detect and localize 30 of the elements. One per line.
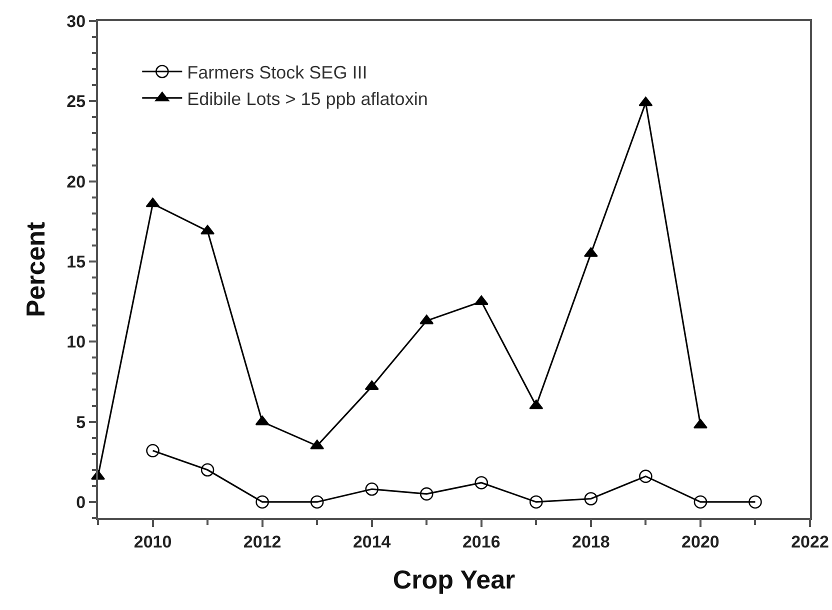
point <box>420 487 434 501</box>
y-tick-label: 0 <box>76 492 86 512</box>
y-tick-label: 30 <box>66 12 86 31</box>
y-tick-label: 5 <box>76 412 86 432</box>
x-tick-label: 2014 <box>352 532 392 552</box>
point <box>146 444 160 458</box>
x-tick-label: 2012 <box>243 532 282 552</box>
point <box>584 492 598 506</box>
y-axis-title: Percent <box>20 221 51 318</box>
point <box>639 470 652 483</box>
y-tick-label: 10 <box>66 332 86 352</box>
legend-label: Edibile Lots > 15 ppb aflatoxin <box>187 88 428 109</box>
point <box>474 476 488 490</box>
legend-label: Farmers Stock SEG III <box>187 62 368 83</box>
point <box>694 495 708 509</box>
x-tick-label: 2022 <box>791 532 829 552</box>
point <box>365 482 378 496</box>
point <box>748 495 762 509</box>
point <box>200 463 214 477</box>
y-tick-label: 25 <box>66 92 86 112</box>
x-tick-label: 2016 <box>462 532 500 552</box>
x-axis-title: Crop Year <box>392 564 516 595</box>
x-tick-label: 2010 <box>134 532 172 552</box>
y-tick-label: 20 <box>66 172 86 192</box>
x-tick-label: 2020 <box>682 532 720 552</box>
point <box>530 495 543 509</box>
point <box>310 495 324 509</box>
x-tick-label: 2018 <box>572 532 610 552</box>
y-tick-label: 15 <box>66 252 86 272</box>
point <box>256 495 269 509</box>
